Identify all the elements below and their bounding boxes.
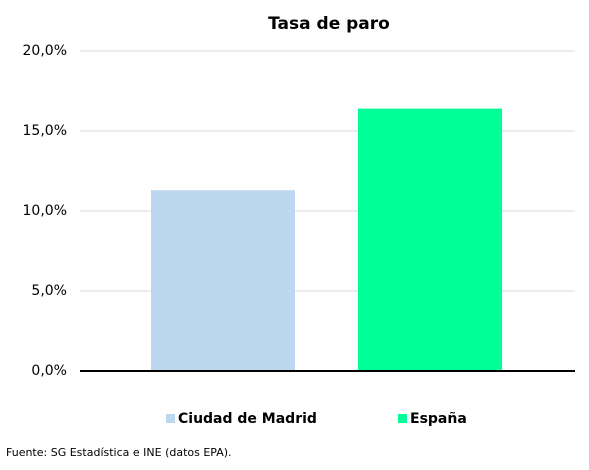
y-tick-label: 15,0% [23,123,67,139]
y-tick-label: 5,0% [31,283,67,299]
y-tick-label: 20,0% [23,43,67,59]
legend-label: España [410,411,467,427]
source-note: Fuente: SG Estadística e INE (datos EPA)… [6,446,232,459]
y-tick-label: 10,0% [23,203,67,219]
chart-title: Tasa de paro [268,14,390,34]
y-tick-label: 0,0% [31,363,67,379]
bar [151,190,295,371]
bar [358,108,502,371]
legend-swatch [398,414,407,423]
legend-swatch [166,414,175,423]
legend-label: Ciudad de Madrid [178,411,317,427]
